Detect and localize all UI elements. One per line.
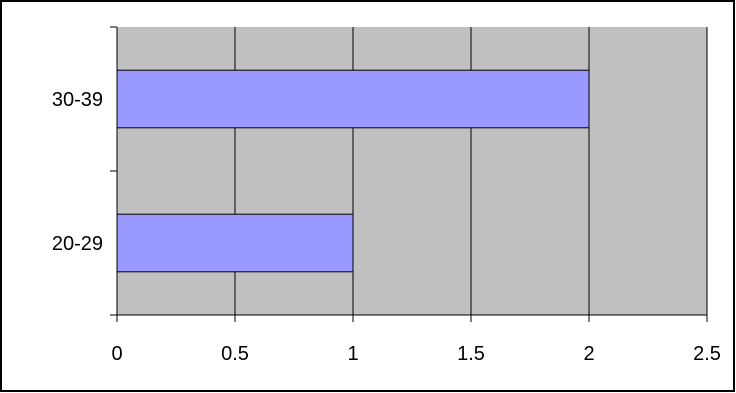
axes	[110, 26, 708, 322]
x-tick-label: 0	[111, 343, 122, 365]
y-tick-label: 30-39	[52, 89, 103, 111]
bars	[116, 69, 590, 273]
x-tick-label: 1.5	[457, 343, 485, 365]
bar-20-29	[116, 213, 354, 273]
y-tick-label: 20-29	[52, 233, 103, 255]
x-tick-label: 0.5	[221, 343, 249, 365]
tick-labels: 0 0.5 1 1.5 2 2.5 20-29 30-39	[52, 89, 721, 365]
x-tick-label: 1	[347, 343, 358, 365]
bar-30-39	[116, 69, 590, 129]
x-tick-label: 2	[583, 343, 594, 365]
x-tick-label: 2.5	[693, 343, 721, 365]
